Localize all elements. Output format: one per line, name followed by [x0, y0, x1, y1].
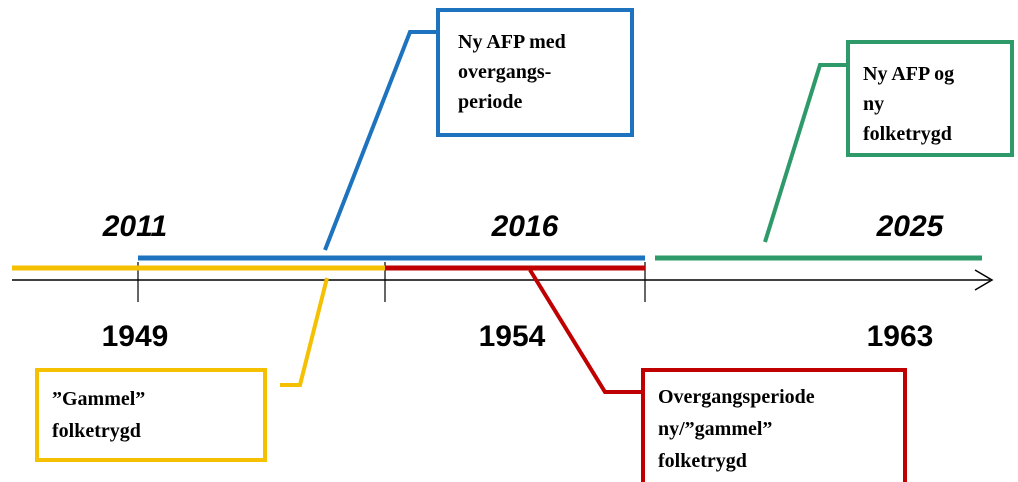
connector: [280, 277, 329, 387]
year-label: 1954: [479, 320, 546, 353]
connector: [323, 30, 436, 251]
box-text: periode: [458, 91, 523, 113]
axis-arrow: [974, 269, 994, 291]
connector: [763, 63, 846, 243]
box-text: Ny AFP og: [863, 63, 954, 85]
box-text: overgangs-: [458, 61, 551, 83]
box-text: ny: [863, 93, 884, 115]
year-label: 1949: [102, 320, 169, 353]
connector: [528, 268, 641, 394]
box-text: folketrygd: [658, 450, 747, 472]
box-text: Overgangsperiode: [658, 386, 815, 408]
box: [846, 40, 1014, 157]
box: [35, 368, 267, 462]
box-text: ny/”gammel”: [658, 418, 772, 440]
box-text: ”Gammel”: [52, 388, 145, 410]
year-label: 2025: [876, 210, 945, 243]
year-label: 2016: [491, 210, 559, 243]
box: [641, 368, 907, 482]
box-text: folketrygd: [863, 123, 952, 145]
box-text: folketrygd: [52, 420, 141, 442]
year-label: 2011: [102, 210, 168, 243]
year-label: 1963: [867, 320, 934, 353]
box-text: Ny AFP med: [458, 31, 566, 53]
box: [436, 8, 634, 137]
